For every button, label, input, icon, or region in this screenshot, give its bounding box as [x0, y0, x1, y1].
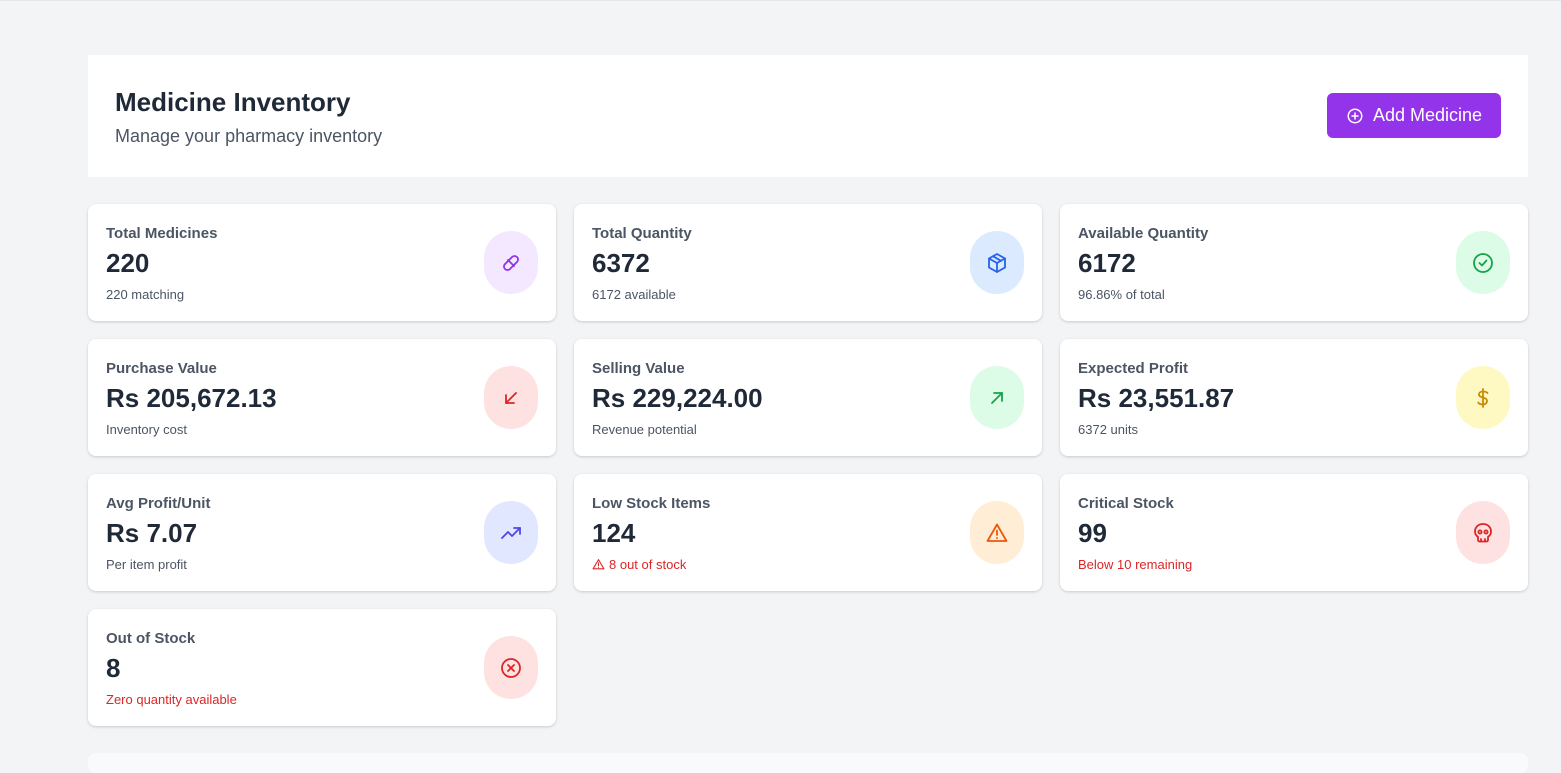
stat-label: Total Medicines: [106, 225, 218, 242]
stat-sub: Zero quantity available: [106, 692, 237, 707]
trending-up-icon: [501, 526, 521, 539]
stat-sub: 96.86% of total: [1078, 287, 1165, 302]
stat-label: Out of Stock: [106, 630, 196, 647]
stat-value: 6172: [1078, 248, 1136, 278]
stat-card-total-quantity: Total Quantity 6372 6172 available: [574, 204, 1042, 321]
stat-icon-wrap: [970, 366, 1024, 429]
stat-sub: Per item profit: [106, 557, 187, 572]
skull-icon: [1474, 522, 1492, 542]
page-header: Medicine Inventory Manage your pharmacy …: [88, 55, 1528, 177]
stat-sub: 220 matching: [106, 287, 185, 302]
stat-sub: Inventory cost: [106, 422, 187, 437]
stat-icon-wrap: [484, 501, 538, 564]
plus-circle-icon: [1347, 108, 1363, 123]
stat-icon-wrap: [484, 636, 538, 699]
stat-icon-wrap: [970, 231, 1024, 294]
stat-value: 220: [106, 248, 150, 278]
stat-card-expected-profit: Expected Profit Rs 23,551.87 6372 units: [1060, 339, 1528, 456]
stat-card-out-of-stock: Out of Stock 8 Zero quantity available: [88, 609, 556, 726]
stat-card-critical-stock: Critical Stock 99 Below 10 remaining: [1060, 474, 1528, 591]
page-title: Medicine Inventory: [115, 87, 351, 117]
stat-label: Low Stock Items: [592, 495, 711, 512]
stat-icon-wrap: [1456, 366, 1510, 429]
stat-value: 8: [106, 653, 121, 683]
small-warning-icon: [592, 559, 605, 570]
stat-card-avg-profit: Avg Profit/Unit Rs 7.07 Per item profit: [88, 474, 556, 591]
x-circle-icon: [501, 657, 521, 678]
stat-value: 124: [592, 518, 636, 548]
page-subtitle: Manage your pharmacy inventory: [115, 126, 383, 146]
stat-icon-wrap: [970, 501, 1024, 564]
check-circle-icon: [1473, 252, 1493, 273]
stat-card-selling-value: Selling Value Rs 229,224.00 Revenue pote…: [574, 339, 1042, 456]
stat-sub: Below 10 remaining: [1078, 557, 1193, 572]
arrow-up-right-icon: [991, 391, 1003, 404]
add-medicine-button[interactable]: Add Medicine: [1327, 93, 1501, 138]
stat-icon-wrap: [1456, 231, 1510, 294]
stat-label: Available Quantity: [1078, 225, 1209, 242]
stat-sub: 6172 available: [592, 287, 676, 302]
stat-label: Expected Profit: [1078, 360, 1189, 377]
inventory-table-panel: [88, 753, 1528, 773]
stat-label: Critical Stock: [1078, 495, 1174, 512]
warning-icon: [986, 523, 1008, 542]
stat-sub: Revenue potential: [592, 422, 697, 437]
package-icon: [988, 252, 1006, 273]
stat-value: Rs 229,224.00: [592, 383, 763, 413]
stat-value: Rs 7.07: [106, 518, 198, 548]
stat-sub: 8 out of stock: [592, 557, 686, 572]
stat-card-purchase-value: Purchase Value Rs 205,672.13 Inventory c…: [88, 339, 556, 456]
stat-sub-text: 8 out of stock: [609, 557, 687, 572]
stat-value: 99: [1078, 518, 1107, 548]
pill-icon: [503, 254, 519, 271]
stat-value: Rs 205,672.13: [106, 383, 277, 413]
stat-icon-wrap: [484, 366, 538, 429]
stat-card-low-stock: Low Stock Items 124 8 out of stock: [574, 474, 1042, 591]
stat-card-total-medicines: Total Medicines 220 220 matching: [88, 204, 556, 321]
arrow-down-left-icon: [505, 391, 517, 404]
stat-label: Selling Value: [592, 360, 685, 377]
add-medicine-label: Add Medicine: [1372, 105, 1483, 125]
stat-label: Total Quantity: [592, 225, 692, 242]
stat-value: 6372: [592, 248, 650, 278]
stat-value: Rs 23,551.87: [1078, 383, 1235, 413]
dollar-icon: [1477, 387, 1489, 408]
stat-label: Purchase Value: [106, 360, 217, 377]
stat-icon-wrap: [1456, 501, 1510, 564]
stat-sub: 6372 units: [1078, 422, 1138, 437]
top-divider: [0, 0, 1561, 1]
stat-icon-wrap: [484, 231, 538, 294]
stat-card-available-quantity: Available Quantity 6172 96.86% of total: [1060, 204, 1528, 321]
stat-label: Avg Profit/Unit: [106, 495, 211, 512]
